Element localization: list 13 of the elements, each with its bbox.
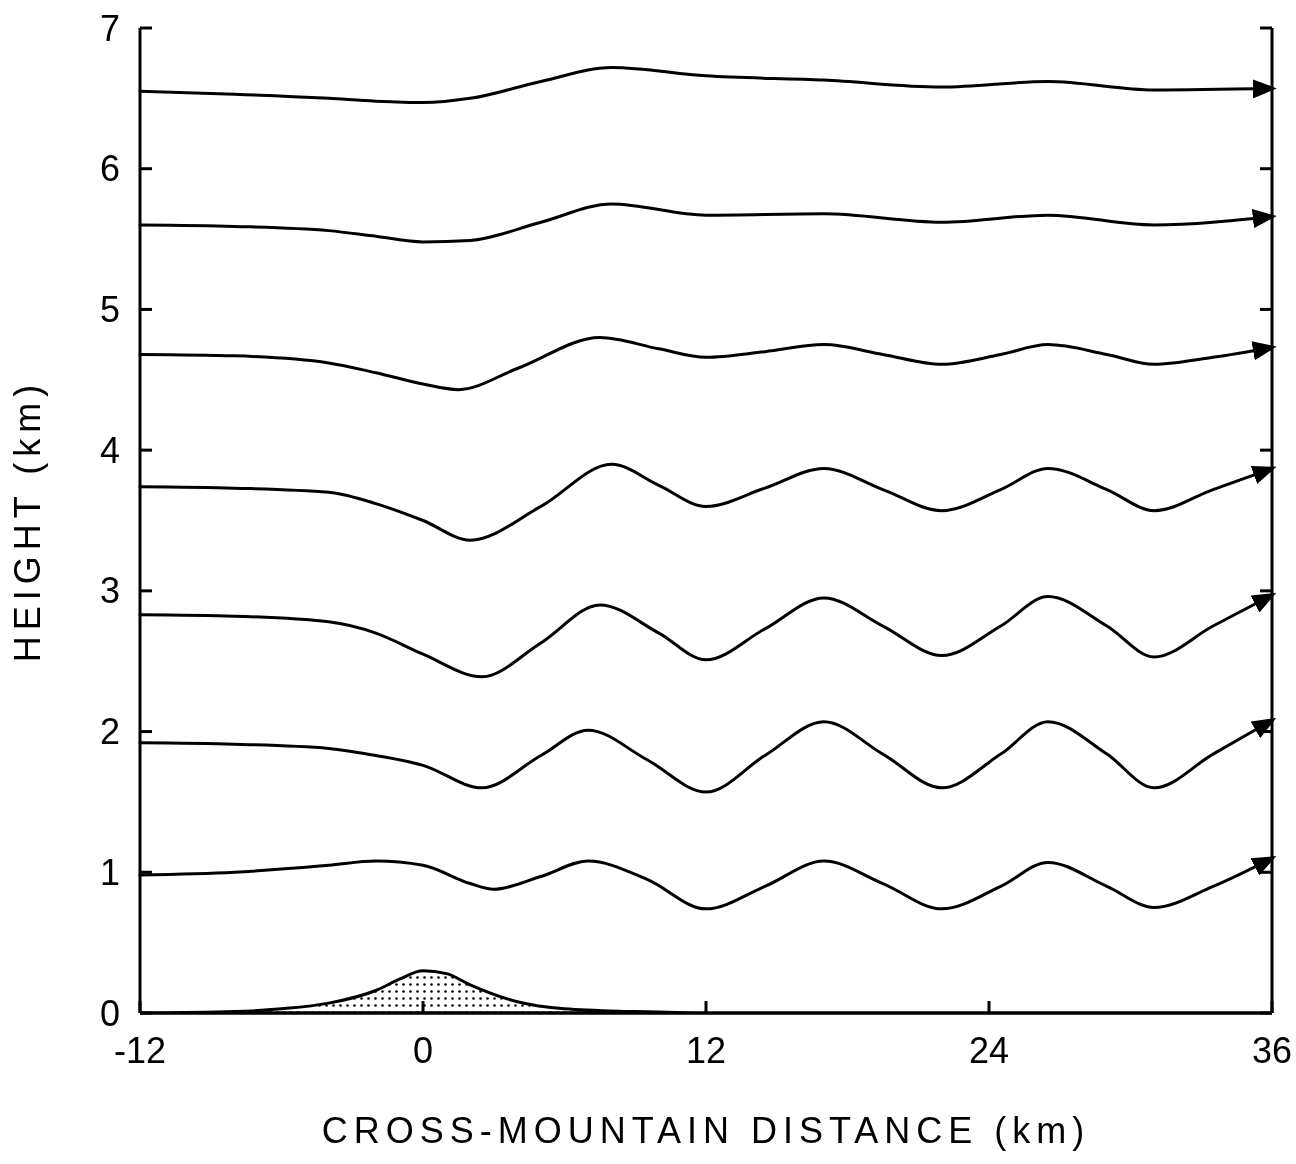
y-tick-label: 1	[99, 851, 121, 893]
x-axis-title: CROSS-MOUNTAIN DISTANCE (km)	[321, 1110, 1091, 1151]
x-tick-label: 36	[1251, 1030, 1293, 1071]
y-tick-label: 3	[99, 570, 121, 612]
x-tick-label: 0	[412, 1030, 434, 1071]
x-tick-label: 24	[968, 1030, 1010, 1071]
y-tick-label: 2	[99, 711, 121, 753]
y-tick-label: 5	[99, 289, 121, 331]
y-axis-title: HEIGHT (km)	[7, 378, 48, 663]
x-tick-label: 12	[685, 1030, 727, 1071]
y-tick-label: 7	[99, 7, 121, 49]
y-tick-label: 6	[99, 148, 121, 190]
y-tick-label: 4	[99, 429, 121, 471]
